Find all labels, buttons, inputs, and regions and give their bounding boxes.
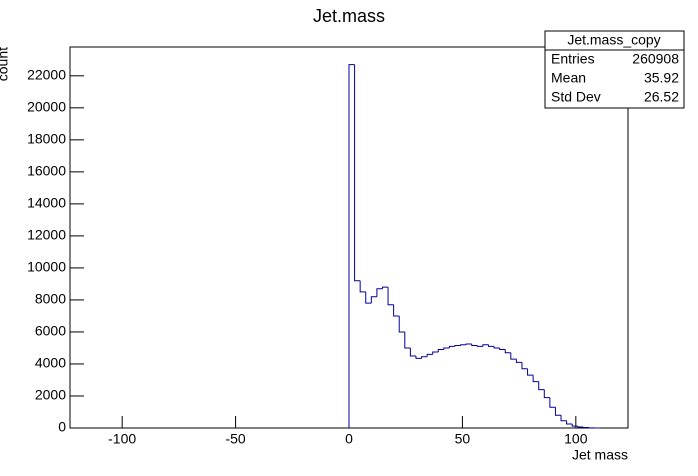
x-tick-label: -50 (225, 431, 245, 447)
histogram-bin (437, 349, 444, 352)
stats-frame (544, 30, 685, 109)
histogram-bin (381, 286, 389, 289)
histogram-bin (448, 345, 456, 348)
histogram-bin (387, 287, 394, 306)
x-tick-label: -100 (108, 431, 136, 447)
histogram-bin (504, 349, 511, 354)
histogram-bin (488, 344, 495, 347)
histogram-bin (393, 304, 400, 317)
histogram-bin (348, 64, 355, 428)
histogram-bin (515, 359, 522, 363)
histogram-bin (465, 343, 472, 345)
stats-title: Jet.mass_copy (567, 32, 660, 48)
histogram-bin (493, 346, 500, 349)
y-tick-label: 4000 (35, 355, 66, 371)
y-tick-label: 8000 (35, 291, 66, 307)
histogram-bin (499, 347, 506, 351)
histogram-bin (404, 331, 411, 349)
histogram-bin (471, 343, 478, 347)
histogram-bin (560, 415, 567, 422)
histogram-bin (532, 375, 539, 383)
histogram-bin (365, 291, 372, 304)
stats-value: 260908 (632, 51, 679, 67)
y-tick-label: 18000 (27, 131, 66, 147)
histogram-bin (543, 389, 550, 399)
x-tick-label: 0 (345, 431, 353, 447)
histogram-bin (521, 362, 528, 370)
chart-title: Jet.mass (313, 6, 385, 26)
stats-box: Jet.mass_copy Entries 260908 Mean 35.92 … (544, 30, 685, 109)
stats-key: Std Dev (551, 89, 601, 105)
stats-key: Entries (551, 51, 595, 67)
histogram-bin (376, 288, 383, 297)
histogram-bin (527, 368, 534, 376)
histogram-bin (538, 381, 545, 391)
histogram-bin (443, 347, 450, 350)
y-tick-label: 6000 (35, 323, 66, 339)
histogram-bin (476, 345, 483, 347)
histogram-bin (510, 352, 517, 360)
histogram-bin (482, 344, 489, 347)
histogram-bin (426, 353, 433, 357)
histogram-bin (566, 420, 573, 425)
y-tick-label: 20000 (27, 99, 66, 115)
y-axis-label: count (0, 47, 11, 81)
histogram-bin (409, 347, 416, 357)
histogram-bin (359, 280, 366, 293)
histogram-bin (354, 64, 361, 282)
y-tick-label: 14000 (27, 195, 66, 211)
histogram-bin (398, 315, 405, 333)
histogram-bin (554, 407, 562, 416)
y-tick-label: 12000 (27, 227, 66, 243)
y-tick-label: 10000 (27, 259, 66, 275)
y-tick-label: 0 (58, 419, 66, 435)
y-tick-label: 16000 (27, 163, 66, 179)
histogram-bin (415, 355, 422, 359)
x-tick-label: 50 (455, 431, 471, 447)
y-tick-label: 22000 (27, 67, 66, 83)
histogram-bin (421, 356, 428, 359)
histogram-bin (460, 344, 467, 346)
histogram-bin (370, 296, 377, 304)
stats-key: Mean (551, 70, 586, 86)
histogram-bin (549, 397, 556, 408)
stats-value: 26.52 (644, 89, 679, 105)
y-tick-label: 2000 (35, 387, 66, 403)
stats-value: 35.92 (644, 70, 679, 86)
x-tick-label: 100 (564, 431, 588, 447)
x-axis-label: Jet mass (572, 447, 628, 463)
histogram-bin (577, 426, 584, 428)
histogram-bin (432, 351, 439, 355)
histogram-bin (571, 423, 578, 427)
histogram-bin (454, 345, 461, 347)
